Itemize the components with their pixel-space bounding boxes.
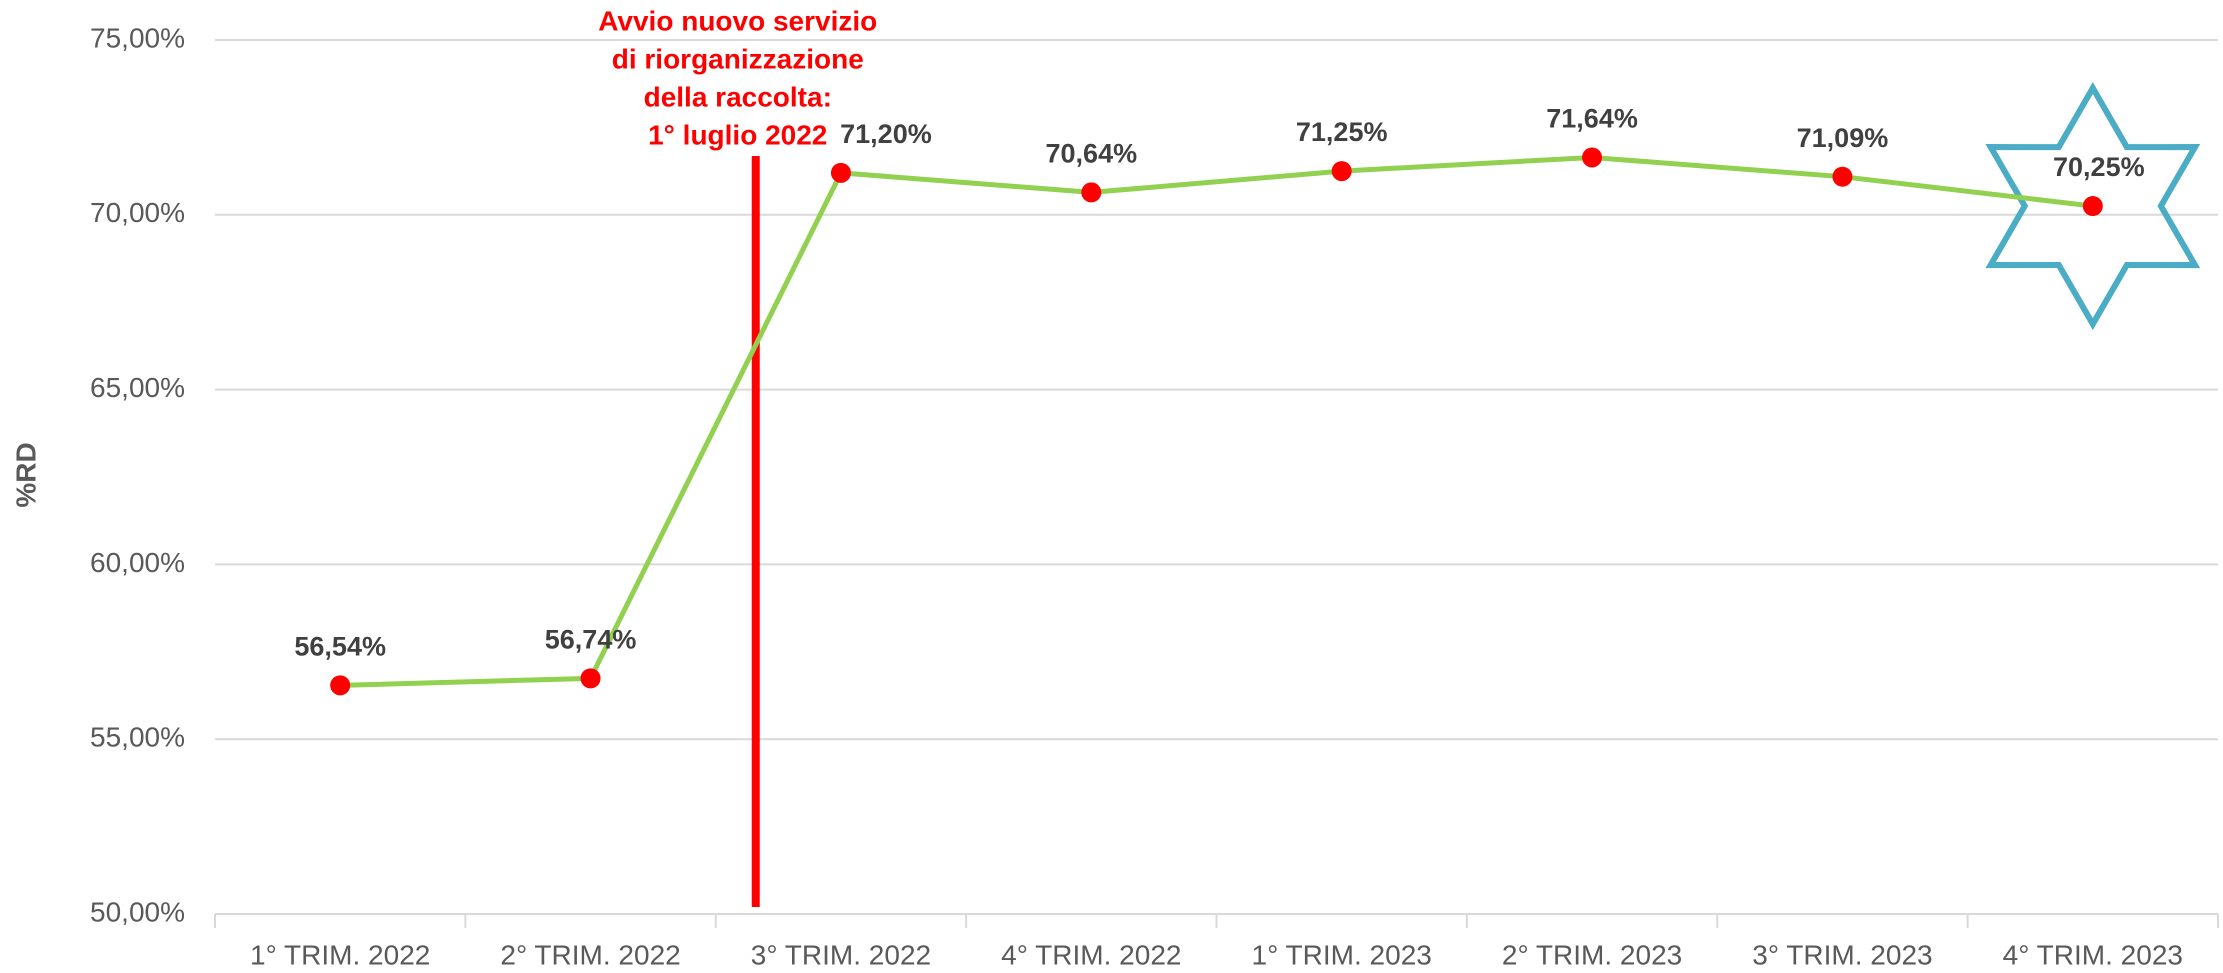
y-tick-label: 50,00% (90, 896, 185, 927)
point (830, 162, 851, 183)
y-tick-label: 65,00% (90, 372, 185, 403)
x-tick-label: 3° TRIM. 2022 (751, 939, 931, 970)
point (580, 668, 601, 689)
y-tick-label: 60,00% (90, 547, 185, 578)
point (1582, 147, 1603, 168)
annotation-text: della raccolta: (644, 81, 832, 112)
point (2082, 196, 2103, 217)
x-tick-label: 3° TRIM. 2023 (1752, 939, 1932, 970)
point (1832, 166, 1853, 187)
data-label: 71,09% (1797, 123, 1889, 153)
x-tick-label: 2° TRIM. 2022 (500, 939, 680, 970)
point (1331, 161, 1352, 182)
x-tick-label: 4° TRIM. 2023 (2003, 939, 2183, 970)
y-axis-title: %RD (10, 442, 41, 507)
x-tick-label: 4° TRIM. 2022 (1001, 939, 1181, 970)
data-label: 56,54% (294, 631, 386, 661)
y-tick-label: 75,00% (90, 22, 185, 53)
data-label: 71,64% (1546, 104, 1638, 134)
data-label: 71,25% (1296, 117, 1388, 147)
data-label: 56,74% (545, 624, 637, 654)
x-tick-label: 2° TRIM. 2023 (1502, 939, 1682, 970)
y-tick-label: 55,00% (90, 722, 185, 753)
annotation-text: di riorganizzazione (612, 43, 864, 74)
point (330, 675, 351, 696)
annotation-text: 1° luglio 2022 (648, 119, 827, 150)
annotation-text: Avvio nuovo servizio (598, 5, 877, 36)
series-line (340, 154, 2094, 688)
highlight-star (1985, 82, 2201, 331)
x-tick-label: 1° TRIM. 2022 (250, 939, 430, 970)
data-label: 70,64% (1046, 139, 1138, 169)
point (1081, 182, 1102, 203)
x-tick-label: 1° TRIM. 2023 (1252, 939, 1432, 970)
y-tick-label: 70,00% (90, 197, 185, 228)
data-label: 70,25% (2053, 152, 2145, 182)
data-label: 71,20% (840, 119, 932, 149)
